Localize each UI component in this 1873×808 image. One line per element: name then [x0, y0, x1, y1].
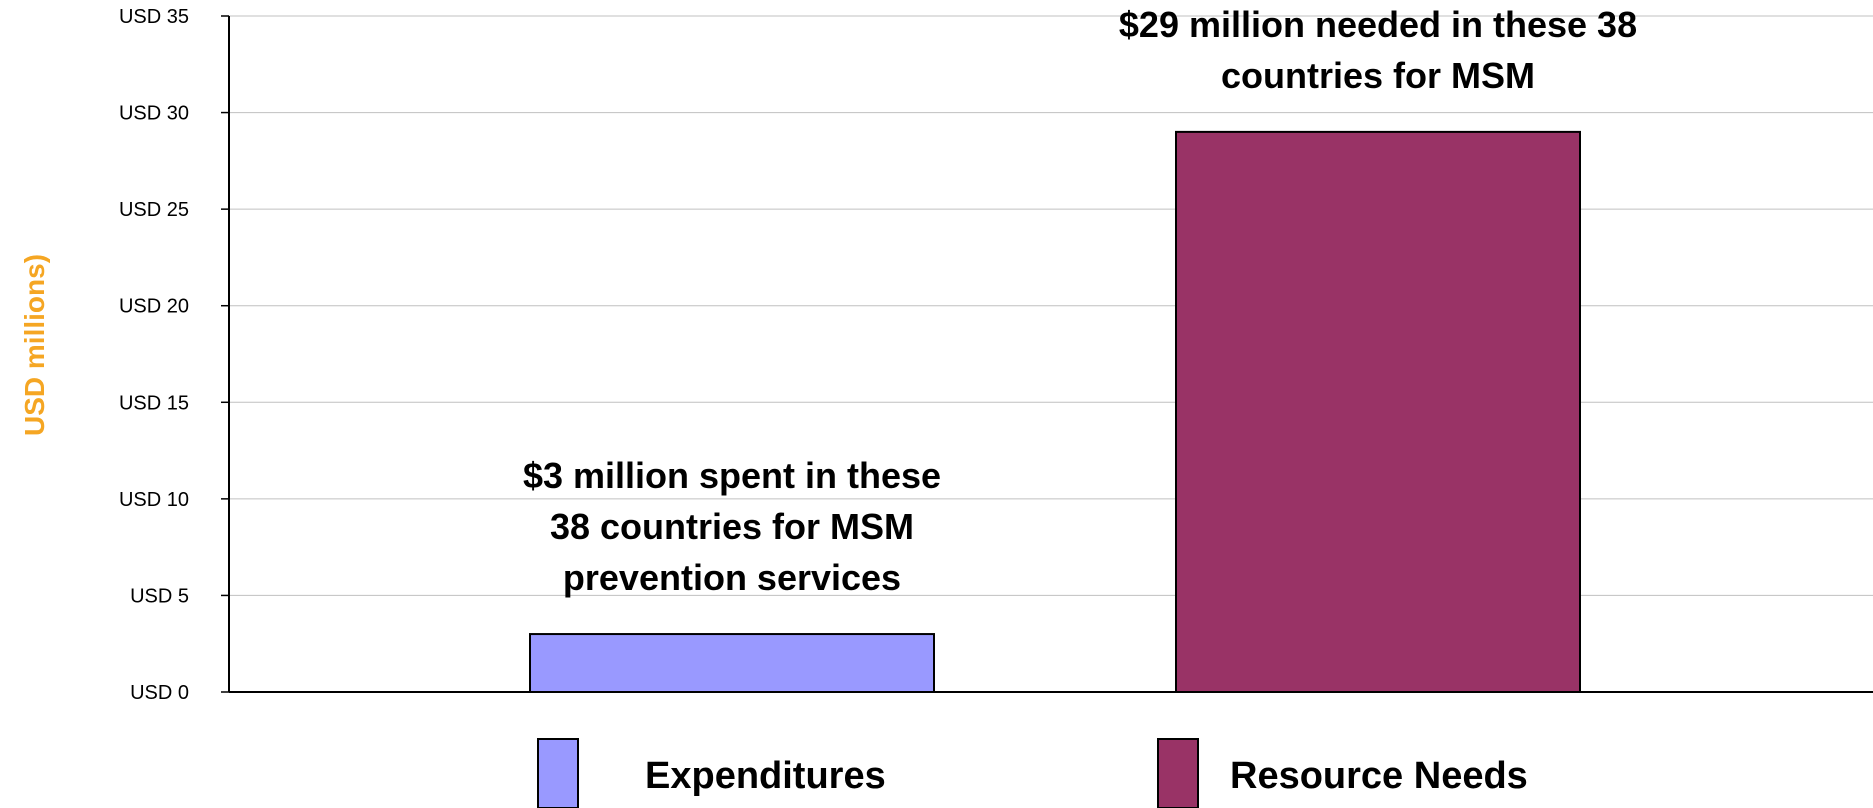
- y-tick-label: USD 25: [119, 199, 189, 221]
- y-tick-label: USD 0: [130, 682, 189, 704]
- y-tick-label: USD 15: [119, 392, 189, 414]
- legend-label: Expenditures: [645, 755, 886, 797]
- gridlines: [229, 15, 1873, 596]
- annotation-line: countries for MSM: [1221, 55, 1535, 96]
- y-tick-label: USD 30: [119, 103, 189, 125]
- legend-swatch: [537, 738, 579, 808]
- y-tick-label: USD 5: [130, 585, 189, 607]
- legend-label: Resource Needs: [1230, 755, 1528, 797]
- annotation-line: $29 million needed in these 38: [1119, 4, 1637, 45]
- annotation-line: prevention services: [563, 557, 901, 598]
- y-axis-label: USD millions): [19, 254, 50, 436]
- annotations: $3 million spent in these 38 countries fo…: [523, 4, 1637, 598]
- annotation-line: $3 million spent in these: [523, 455, 941, 496]
- y-tick-label: USD 20: [119, 296, 189, 318]
- y-tick-label: USD 10: [119, 489, 189, 511]
- annotation-line: 38 countries for MSM: [550, 506, 914, 547]
- bar-expenditures: [529, 633, 935, 693]
- axes: [228, 16, 1873, 693]
- bars: [529, 130, 1581, 693]
- y-tick-label: USD 35: [119, 6, 189, 28]
- bar-resource-needs: [1175, 130, 1581, 693]
- legend-swatch: [1157, 738, 1199, 808]
- y-axis-ticks: USD 0 USD 5 USD 10 USD 15 USD 20 USD 25 USD 30…: [119, 6, 229, 704]
- legend: Expenditures Resource Needs: [537, 738, 1528, 808]
